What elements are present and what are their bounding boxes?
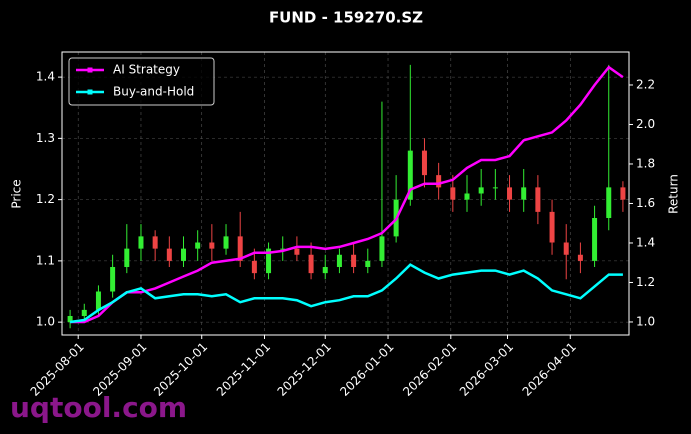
candle-body (152, 236, 158, 249)
candle-body (421, 150, 427, 176)
candle-body (223, 236, 229, 249)
candle-body (124, 248, 130, 268)
candle-body (450, 187, 456, 200)
candle-body (209, 242, 215, 249)
line-series (69, 263, 623, 324)
candle-body (507, 187, 513, 200)
y-tick-label: 1.3 (36, 131, 55, 145)
y2-axis-label: Return (667, 174, 681, 214)
y2-tick-label: 1.6 (636, 196, 655, 210)
candle-body (521, 187, 527, 200)
candle-body (535, 187, 541, 212)
candle-body (308, 254, 314, 274)
candle-body (67, 316, 73, 323)
line-series (70, 65, 624, 324)
y2-tick-label: 1.8 (636, 156, 655, 170)
candle-body (478, 187, 484, 194)
candle-body (251, 260, 257, 274)
candle-body (592, 218, 598, 261)
candle-body (237, 236, 243, 261)
y-tick-label: 1.2 (36, 192, 55, 206)
candle-body (606, 187, 612, 219)
legend-label: Buy-and-Hold (113, 85, 194, 99)
candle-body (195, 242, 201, 249)
y-axis-label: Price (10, 179, 24, 208)
candle-body (492, 187, 498, 189)
candle-body (351, 254, 357, 268)
legend-box (68, 57, 215, 106)
candle-body (379, 236, 385, 261)
candle-body (322, 267, 328, 274)
candle-body (464, 193, 470, 200)
candle-body (365, 260, 371, 268)
candle-body (563, 242, 569, 255)
candle-body (436, 175, 442, 188)
y2-tick-label: 2.2 (636, 77, 655, 91)
candle-body (407, 150, 413, 200)
candle-body (181, 248, 186, 261)
y2-tick-label: 1.4 (636, 235, 655, 249)
candle-body (280, 248, 286, 250)
plot-frame (61, 51, 630, 336)
legend-marker (87, 67, 93, 73)
legend-label: AI Strategy (113, 63, 180, 77)
candle-body (336, 254, 342, 268)
y-tick-label: 1.1 (36, 253, 55, 267)
y2-tick-label: 2.0 (636, 117, 655, 131)
legend-marker (87, 89, 93, 95)
y-tick-label: 1.4 (36, 70, 55, 84)
watermark: uqtool.com (10, 391, 187, 424)
y-tick-label: 1.0 (36, 315, 55, 329)
candle-body (577, 254, 583, 261)
candle-body (266, 248, 272, 274)
chart-title: FUND - 159270.SZ (269, 9, 423, 27)
y2-tick-label: 1.2 (636, 275, 655, 289)
candle-body (138, 236, 144, 249)
candle-body (549, 211, 555, 243)
candle-body (620, 187, 626, 200)
candle-body (95, 291, 101, 310)
candle-body (294, 248, 300, 255)
candle-body (166, 248, 172, 261)
y2-tick-label: 1.0 (636, 314, 655, 328)
candle-body (81, 309, 87, 317)
candle-body (110, 267, 116, 292)
